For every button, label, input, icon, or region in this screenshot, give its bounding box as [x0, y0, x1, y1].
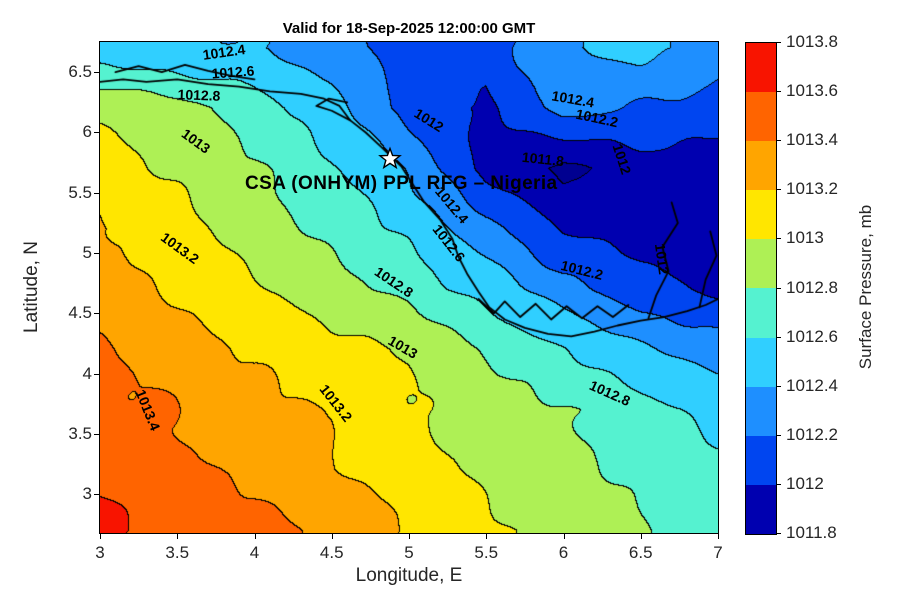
colorbar-tick-mark: [777, 533, 781, 534]
y-tick-mark: [94, 253, 99, 255]
y-tick-label: 3.5: [68, 424, 92, 444]
x-tick-label: 4.5: [319, 543, 344, 562]
y-tick-mark: [94, 434, 99, 436]
colorbar-band: [746, 484, 776, 534]
colorbar-tick-label: 1013.4: [786, 130, 838, 150]
colorbar-tick-mark: [777, 42, 781, 43]
colorbar-tick-mark: [777, 336, 781, 338]
colorbar-tick-label: 1012: [786, 473, 824, 493]
colorbar-tick-mark: [777, 483, 781, 485]
colorbar: [745, 42, 777, 535]
colorbar-tick-mark: [777, 385, 781, 387]
x-axis-label: Longitude, E: [355, 565, 463, 586]
colorbar-tick-label: 1012.4: [786, 375, 838, 395]
colorbar-band: [746, 43, 776, 93]
y-tick-mark: [94, 313, 99, 315]
y-tick-label: 5: [82, 243, 92, 263]
colorbar-tick-label: 1012.8: [786, 277, 838, 297]
colorbar-band: [746, 288, 776, 338]
x-tick-mark: [177, 534, 179, 539]
contour-map-canvas: [100, 42, 718, 533]
y-tick-label: 4.5: [68, 303, 92, 323]
colorbar-tick-mark: [777, 238, 781, 240]
colorbar-band: [746, 92, 776, 142]
x-tick-label: 3: [95, 543, 105, 562]
colorbar-tick-mark: [777, 140, 781, 142]
x-tick-label: 5.5: [474, 543, 499, 562]
colorbar-band: [746, 141, 776, 191]
y-tick-label: 6: [82, 122, 92, 142]
y-tick-label: 4: [82, 363, 92, 383]
y-tick-label: 6.5: [68, 62, 92, 82]
colorbar-band: [746, 435, 776, 485]
y-tick-mark: [94, 132, 99, 134]
x-tick-mark: [254, 534, 256, 539]
colorbar-band: [746, 337, 776, 387]
y-tick-mark: [94, 192, 99, 194]
chart-title: Valid for 18-Sep-2025 12:00:00 GMT: [282, 20, 536, 37]
colorbar-tick-mark: [777, 287, 781, 289]
x-tick-mark: [486, 534, 488, 539]
plot-area: 1012.4 1012.6 1012.8 1013 1013.2 1013.4 1012 10…: [99, 41, 719, 534]
colorbar-tick-label: 1011.8: [786, 523, 837, 542]
colorbar-tick-label: 1012.2: [786, 424, 838, 444]
colorbar-tick-label: 1012.6: [786, 326, 838, 346]
colorbar-tick-mark: [777, 91, 781, 93]
x-tick-label: 7: [713, 543, 723, 562]
colorbar-tick-label: 1013.6: [786, 81, 838, 101]
x-tick-mark: [718, 534, 719, 539]
x-tick-mark: [409, 534, 410, 539]
colorbar-tick-mark: [777, 189, 781, 191]
y-tick-mark: [94, 494, 99, 496]
colorbar-tick-label: 1013.2: [786, 179, 838, 199]
y-tick-label: 5.5: [68, 182, 92, 202]
colorbar-band: [746, 239, 776, 289]
x-tick-label: 3.5: [165, 543, 190, 562]
y-tick-mark: [94, 373, 99, 375]
x-tick-mark: [331, 534, 333, 539]
x-tick-mark: [640, 534, 642, 539]
x-tick-mark: [100, 534, 101, 539]
y-tick-label: 3: [82, 484, 92, 504]
colorbar-band: [746, 190, 776, 240]
x-tick-label: 6.5: [628, 543, 653, 562]
x-tick-label: 4: [249, 543, 260, 562]
colorbar-tick-label: 1013.8: [786, 32, 838, 51]
colorbar-band: [746, 386, 776, 436]
y-tick-mark: [94, 72, 99, 74]
x-tick-mark: [563, 534, 565, 539]
x-tick-label: 6: [558, 543, 569, 562]
colorbar-label: Surface Pressure, mb: [856, 204, 875, 370]
x-tick-label: 5: [404, 543, 414, 562]
colorbar-tick-mark: [777, 434, 781, 436]
colorbar-tick-label: 1013: [786, 228, 824, 248]
